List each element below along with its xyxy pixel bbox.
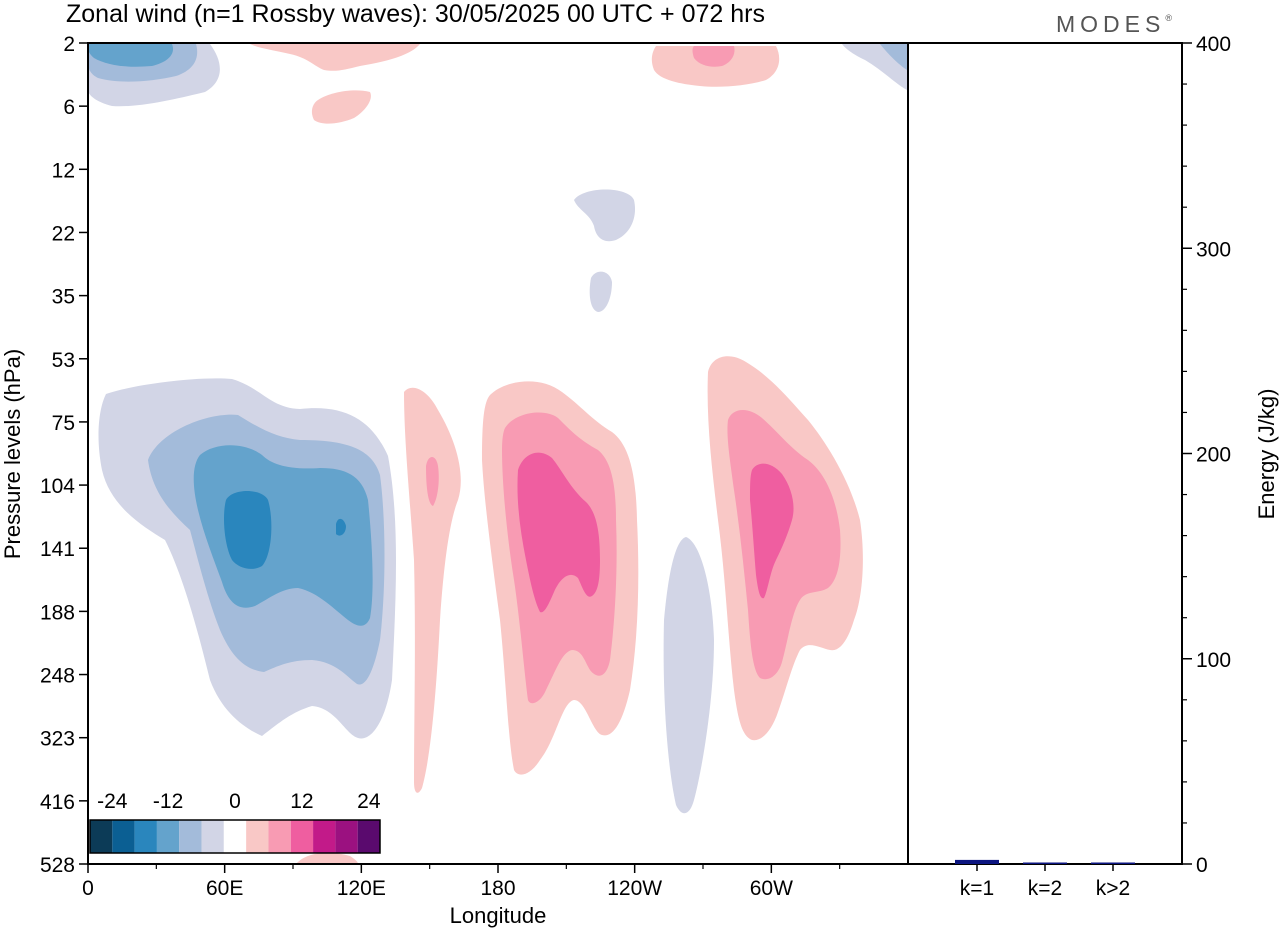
colorbar-swatch xyxy=(290,820,314,853)
colorbar-swatch xyxy=(268,820,291,853)
contour-fill-neg12 xyxy=(193,445,373,626)
x-tick-label: 120W xyxy=(607,877,662,900)
contour-fill-neg8 xyxy=(880,44,907,70)
contour-fill-pos4 xyxy=(311,90,371,124)
energy-bar xyxy=(955,859,999,864)
modes-logo: MODES® xyxy=(1056,11,1172,37)
colorbar-swatch xyxy=(156,820,180,853)
y-tick-label: 53 xyxy=(52,349,75,372)
y-tick-label: 416 xyxy=(40,791,75,814)
energy-bar xyxy=(1023,862,1067,864)
colorbar-swatch xyxy=(179,820,202,853)
energy-category-label: k=1 xyxy=(960,877,994,900)
colorbar-swatch xyxy=(90,820,113,853)
contour-fill-pos4 xyxy=(296,852,358,864)
colorbar-swatch xyxy=(246,820,269,853)
x-tick-label: 60W xyxy=(750,877,793,900)
contour-fill-neg12 xyxy=(88,44,174,67)
contour-fill-neg4 xyxy=(589,271,612,312)
colorbar-label: -12 xyxy=(153,790,183,813)
energy-category-label: k>2 xyxy=(1096,877,1130,900)
contour-fill-neg16 xyxy=(336,518,346,536)
logo-registered-mark: ® xyxy=(1165,13,1172,23)
colorbar-swatch xyxy=(223,820,247,853)
colorbar-frame xyxy=(89,819,381,854)
energy-axis-ticks: 0 100 200 300 400 xyxy=(1182,33,1231,877)
colorbar-label: 24 xyxy=(357,790,381,813)
y-tick-label: 248 xyxy=(40,665,75,688)
y-tick-label: 104 xyxy=(40,475,75,498)
colorbar-swatch xyxy=(335,820,358,853)
contour-plot: 0 60E 120E 180 120W 60W 2 6 12 22 35 53 75 104 141 188… xyxy=(0,33,909,928)
energy-category-label: k=2 xyxy=(1028,877,1062,900)
colorbar-swatch xyxy=(134,820,157,853)
x-tick-label: 60E xyxy=(206,877,243,900)
colorbar-label: -24 xyxy=(97,790,128,813)
contour-fill-pos12 xyxy=(750,463,794,599)
energy-axis-label: Energy (J/kg) xyxy=(1254,389,1279,520)
energy-bars: k=1 k=2 k>2 xyxy=(955,859,1135,900)
colorbar-swatch xyxy=(357,820,380,853)
contour-fill-pos8 xyxy=(692,46,735,67)
energy-plot-frame xyxy=(907,42,1183,865)
energy-bar-chart: k=1 k=2 k>2 0 100 200 300 400 Energy (J/kg) xyxy=(907,33,1279,900)
energy-tick-label: 0 xyxy=(1196,854,1208,877)
chart-title: Zonal wind (n=1 Rossby waves): 30/05/202… xyxy=(66,0,765,28)
x-axis-label: Longitude xyxy=(450,903,547,928)
y-tick-label: 2 xyxy=(63,33,75,56)
y-axis-ticks: 2 6 12 22 35 53 75 104 141 188 248 323 416 528 xyxy=(40,33,88,877)
colorbar-swatch xyxy=(201,820,224,853)
x-axis-ticks: 0 60E 120E 180 120W 60W xyxy=(82,864,841,900)
energy-bar xyxy=(1091,862,1135,864)
x-tick-label: 180 xyxy=(480,877,515,900)
energy-tick-label: 200 xyxy=(1196,444,1231,467)
x-tick-label: 120E xyxy=(337,877,386,900)
contour-fill-pos4 xyxy=(250,44,420,71)
y-axis-label: Pressure levels (hPa) xyxy=(0,349,25,559)
y-tick-label: 323 xyxy=(40,728,75,751)
contour-fill-pos12 xyxy=(517,452,600,613)
logo-text: MODES xyxy=(1056,11,1165,37)
energy-tick-label: 100 xyxy=(1196,649,1231,672)
y-tick-label: 6 xyxy=(63,96,75,119)
y-tick-label: 188 xyxy=(40,601,75,624)
contour-fill-neg16 xyxy=(224,491,272,569)
y-tick-label: 528 xyxy=(40,854,75,877)
y-tick-label: 22 xyxy=(52,222,75,245)
x-tick-label: 0 xyxy=(82,877,94,900)
y-tick-label: 141 xyxy=(40,538,75,561)
colorbar-legend: -24 -12 0 12 24 xyxy=(89,790,381,854)
energy-tick-label: 300 xyxy=(1196,238,1231,261)
colorbar-swatch xyxy=(313,820,336,853)
colorbar-swatch xyxy=(112,820,135,853)
y-tick-label: 35 xyxy=(52,286,75,309)
y-tick-label: 12 xyxy=(52,159,75,182)
contour-fills xyxy=(88,44,907,864)
colorbar-label: 12 xyxy=(290,790,313,813)
contour-fill-pos8 xyxy=(426,457,439,506)
y-tick-label: 75 xyxy=(52,412,75,435)
contour-fill-pos4 xyxy=(404,387,461,793)
energy-tick-label: 400 xyxy=(1196,33,1231,56)
contour-fill-neg4 xyxy=(663,537,714,814)
colorbar-label: 0 xyxy=(229,790,241,813)
contour-fill-neg4 xyxy=(574,189,636,242)
